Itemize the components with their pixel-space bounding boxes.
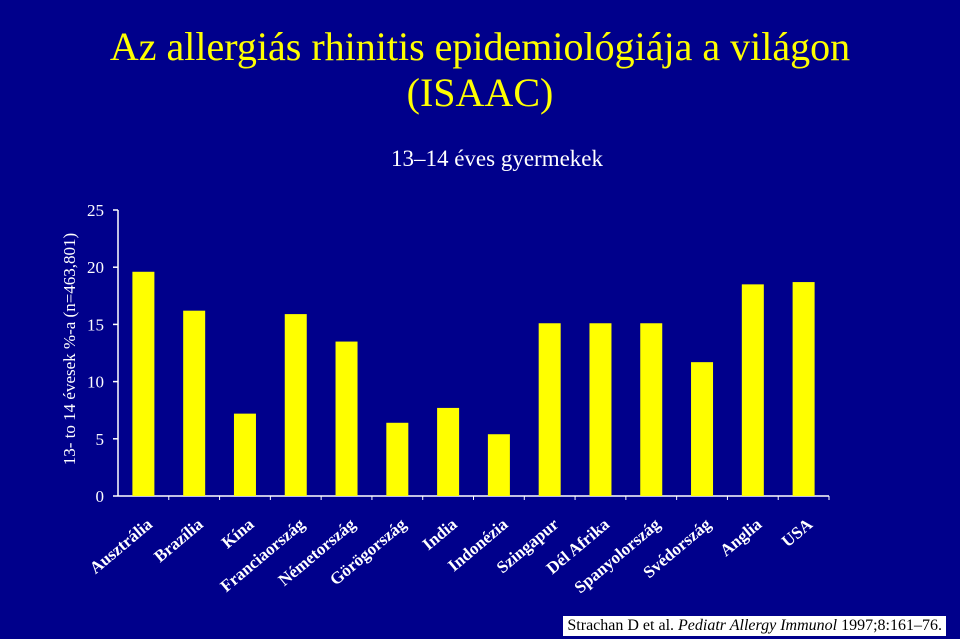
y-tick-label: 15 — [87, 315, 104, 334]
bar — [487, 434, 510, 496]
y-tick-label: 25 — [87, 201, 104, 220]
category-label: India — [419, 514, 461, 554]
bar — [741, 284, 764, 496]
citation-details: 1997;8:161–76. — [837, 617, 942, 634]
bar — [335, 341, 358, 496]
bar — [386, 422, 409, 496]
bar — [183, 310, 206, 496]
bar — [284, 314, 307, 496]
category-label: Spanyolország — [571, 514, 665, 597]
slide-title: Az allergiás rhinitis epidemiológiája a … — [109, 24, 851, 69]
category-label: Ausztrália — [86, 514, 156, 577]
bar — [691, 362, 714, 496]
bar — [132, 271, 155, 496]
chart-title: 13–14 éves gyermekek — [390, 146, 604, 171]
y-tick-label: 20 — [87, 258, 104, 277]
slide-title-line2: (ISAAC) — [406, 70, 554, 115]
bar — [792, 282, 815, 496]
y-tick-label: 5 — [96, 430, 105, 449]
category-label: USA — [778, 514, 817, 551]
y-tick-label: 0 — [96, 487, 105, 506]
bar — [538, 323, 561, 496]
y-tick-label: 10 — [87, 373, 104, 392]
category-label: Kína — [218, 514, 258, 552]
category-label: Anglia — [716, 514, 766, 560]
bar — [233, 413, 256, 496]
citation-journal: Pediatr Allergy Immunol — [678, 617, 838, 634]
category-label: Brazília — [150, 514, 207, 566]
bar — [589, 323, 612, 496]
citation: Strachan D et al. Pediatr Allergy Immuno… — [563, 616, 946, 636]
bar — [437, 407, 460, 496]
citation-authors: Strachan D et al. — [567, 617, 679, 634]
bar — [640, 323, 663, 496]
